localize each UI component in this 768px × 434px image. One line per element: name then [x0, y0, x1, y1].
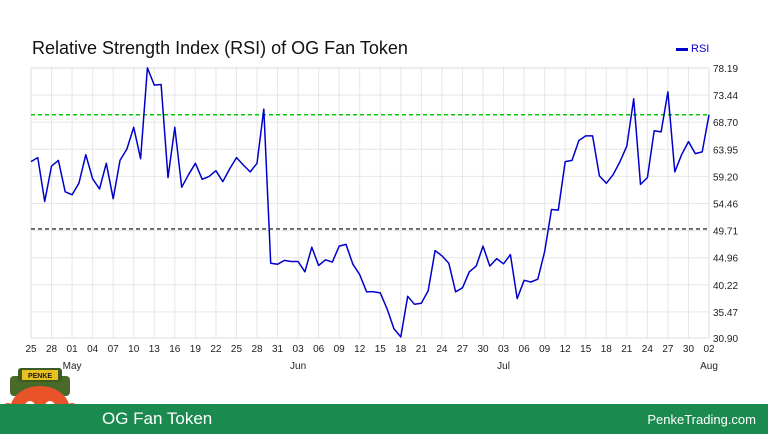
- footer-token-name: OG Fan Token: [102, 409, 213, 428]
- x-tick-label: 30: [683, 344, 695, 355]
- y-tick-label: 35.47: [713, 308, 738, 319]
- x-tick-label: 27: [457, 344, 469, 355]
- y-tick-label: 59.20: [713, 172, 738, 183]
- y-tick-label: 54.46: [713, 199, 738, 210]
- x-tick-label: 06: [313, 344, 325, 355]
- month-label: May: [63, 361, 82, 372]
- x-tick-label: 07: [108, 344, 120, 355]
- x-tick-label: 06: [519, 344, 531, 355]
- y-tick-label: 49.71: [713, 227, 738, 238]
- footer-site-link[interactable]: PenkeTrading.com: [647, 412, 756, 427]
- x-tick-label: 27: [662, 344, 674, 355]
- x-tick-label: 12: [354, 344, 366, 355]
- x-tick-label: 28: [251, 344, 263, 355]
- chart-title: Relative Strength Index (RSI) of OG Fan …: [32, 38, 408, 58]
- y-tick-label: 44.96: [713, 254, 738, 265]
- month-label: Aug: [700, 361, 718, 372]
- x-axis-ticks: 25 28 01 04 07 10 13 16 19 22 25 28 31 03 06 09 12 15 18 21…: [25, 344, 715, 355]
- month-label: Jun: [290, 361, 306, 372]
- y-axis-ticks: 78.19 73.44 68.70 63.95 59.20 54.46 49.71 44.96…: [713, 64, 738, 345]
- series-group: [30, 67, 710, 338]
- footer-bar: OG Fan Token PenkeTrading.com: [0, 404, 768, 434]
- x-tick-label: 21: [416, 344, 428, 355]
- x-tick-label: 12: [560, 344, 572, 355]
- x-tick-label: 25: [25, 344, 37, 355]
- y-tick-label: 40.22: [713, 281, 738, 292]
- x-tick-label: 28: [46, 344, 58, 355]
- x-tick-label: 24: [642, 344, 654, 355]
- x-tick-label: 31: [272, 344, 284, 355]
- x-tick-label: 01: [67, 344, 79, 355]
- x-tick-label: 02: [703, 344, 715, 355]
- x-tick-label: 22: [210, 344, 222, 355]
- x-tick-label: 18: [601, 344, 613, 355]
- legend: RSI: [676, 43, 709, 55]
- x-tick-label: 15: [580, 344, 592, 355]
- x-tick-label: 30: [477, 344, 489, 355]
- y-tick-label: 30.90: [713, 334, 738, 345]
- x-tick-label: 18: [395, 344, 407, 355]
- x-tick-label: 09: [539, 344, 551, 355]
- x-tick-label: 25: [231, 344, 243, 355]
- x-tick-label: 16: [169, 344, 181, 355]
- y-tick-label: 68.70: [713, 118, 738, 129]
- y-tick-label: 73.44: [713, 91, 738, 102]
- x-tick-label: 24: [436, 344, 448, 355]
- x-tick-label: 10: [128, 344, 140, 355]
- x-tick-label: 13: [149, 344, 161, 355]
- plot-frame: [30, 67, 710, 339]
- legend-swatch: [676, 47, 688, 51]
- x-tick-label: 21: [621, 344, 633, 355]
- x-tick-label: 09: [334, 344, 346, 355]
- x-tick-label: 03: [498, 344, 510, 355]
- y-tick-label: 78.19: [713, 64, 738, 75]
- x-tick-label: 19: [190, 344, 202, 355]
- grid: [30, 67, 710, 339]
- x-tick-label: 03: [293, 344, 305, 355]
- month-labels: May Jun Jul Aug: [63, 361, 718, 372]
- legend-label: RSI: [691, 43, 710, 55]
- x-tick-label: 04: [87, 344, 99, 355]
- mascot-hat-text: PENKE: [28, 373, 52, 380]
- rsi-series-line: [30, 67, 710, 338]
- y-tick-label: 63.95: [713, 145, 738, 156]
- x-tick-label: 15: [375, 344, 387, 355]
- month-label: Jul: [497, 361, 510, 372]
- rsi-chart: 78.19 73.44 68.70 63.95 59.20 54.46 49.71 44.96…: [25, 64, 738, 372]
